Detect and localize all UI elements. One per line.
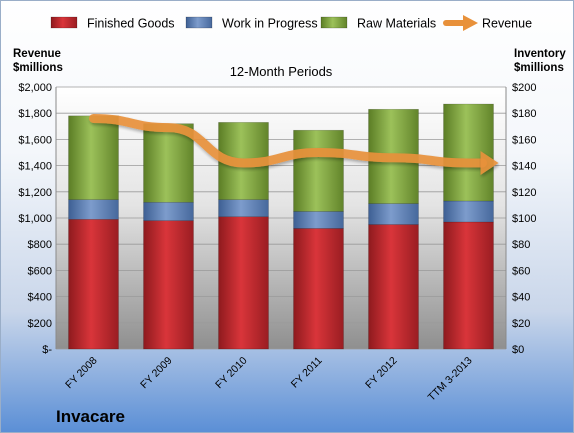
revenue-line <box>89 113 487 168</box>
left-tick-label: $2,000 <box>18 82 52 94</box>
bars <box>68 103 494 350</box>
left-tick-label: $1,000 <box>18 213 52 225</box>
right-tick-label: $60 <box>512 265 530 277</box>
right-tick-label: $180 <box>512 108 536 120</box>
category-label: TTM 3-2013 <box>426 355 475 404</box>
legend-swatch <box>185 16 213 29</box>
legend-label: Raw Materials <box>357 17 436 31</box>
left-tick-label: $600 <box>28 265 52 277</box>
left-tick-label: $800 <box>28 239 52 251</box>
bar-finished-goods <box>218 216 269 350</box>
bar-raw-materials <box>68 115 119 200</box>
right-axis-title-line1: Inventory <box>514 48 566 60</box>
category-label: FY 2012 <box>363 355 400 392</box>
right-tick-label: $160 <box>512 134 536 146</box>
bar-raw-materials <box>443 103 494 202</box>
category-label: FY 2008 <box>63 355 100 392</box>
chart-title: 12-Month Periods <box>230 64 333 79</box>
legend-swatch <box>50 16 78 29</box>
left-tick-label: $1,800 <box>18 108 52 120</box>
right-tick-label: $0 <box>512 344 524 356</box>
company-name: Invacare <box>56 407 125 426</box>
bar-finished-goods <box>143 220 194 350</box>
legend: Finished Goods Work in Progress Raw Materi… <box>50 15 532 31</box>
category-label: FY 2009 <box>138 355 175 392</box>
category-label: FY 2011 <box>289 355 325 391</box>
left-tick-label: $1,400 <box>18 161 52 173</box>
right-tick-label: $40 <box>512 292 530 304</box>
left-axis-ticks: $- $200 $400 $600 $800 $1,000 $1,200 $1,400 $1,6… <box>18 82 52 356</box>
left-tick-label: $1,200 <box>18 187 52 199</box>
legend-swatch <box>320 16 348 29</box>
bar-raw-materials <box>293 129 344 212</box>
right-axis-ticks: $0 $20 $40 $60 $80 $100 $120 $140 $160 $180 $200 <box>512 82 536 356</box>
legend-label: Finished Goods <box>87 17 175 31</box>
bar-work-in-progress <box>443 200 494 223</box>
category-label: FY 2010 <box>213 355 250 392</box>
bar-finished-goods <box>293 228 344 350</box>
category-labels: FY 2008 FY 2009 FY 2010 FY 2011 FY 2012 TTM 3… <box>63 355 475 404</box>
revenue-line-layer <box>89 113 499 175</box>
left-tick-label: $400 <box>28 292 52 304</box>
bar-work-in-progress <box>143 201 194 221</box>
left-tick-label: $1,600 <box>18 134 52 146</box>
right-tick-label: $20 <box>512 318 530 330</box>
legend-label: Revenue <box>482 17 532 31</box>
bar-work-in-progress <box>293 211 344 229</box>
bar-finished-goods <box>368 224 419 350</box>
bar-finished-goods <box>443 221 494 350</box>
left-tick-label: $200 <box>28 318 52 330</box>
left-axis-title-line2: $millions <box>13 62 63 74</box>
right-tick-label: $80 <box>512 239 530 251</box>
left-tick-label: $- <box>42 344 52 356</box>
right-axis-title-line2: $millions <box>514 62 564 74</box>
bar-work-in-progress <box>68 199 119 220</box>
bar-work-in-progress <box>218 199 269 217</box>
right-tick-label: $120 <box>512 187 536 199</box>
revenue-arrowhead <box>480 150 499 175</box>
gridlines <box>55 86 507 350</box>
bar-finished-goods <box>68 219 119 350</box>
right-tick-label: $140 <box>512 161 536 173</box>
bar-work-in-progress <box>368 203 419 225</box>
legend-label: Work in Progress <box>222 17 318 31</box>
right-tick-label: $200 <box>512 82 536 94</box>
legend-arrow-icon <box>463 15 478 31</box>
right-tick-label: $100 <box>512 213 536 225</box>
left-axis-title-line1: Revenue <box>13 48 61 60</box>
